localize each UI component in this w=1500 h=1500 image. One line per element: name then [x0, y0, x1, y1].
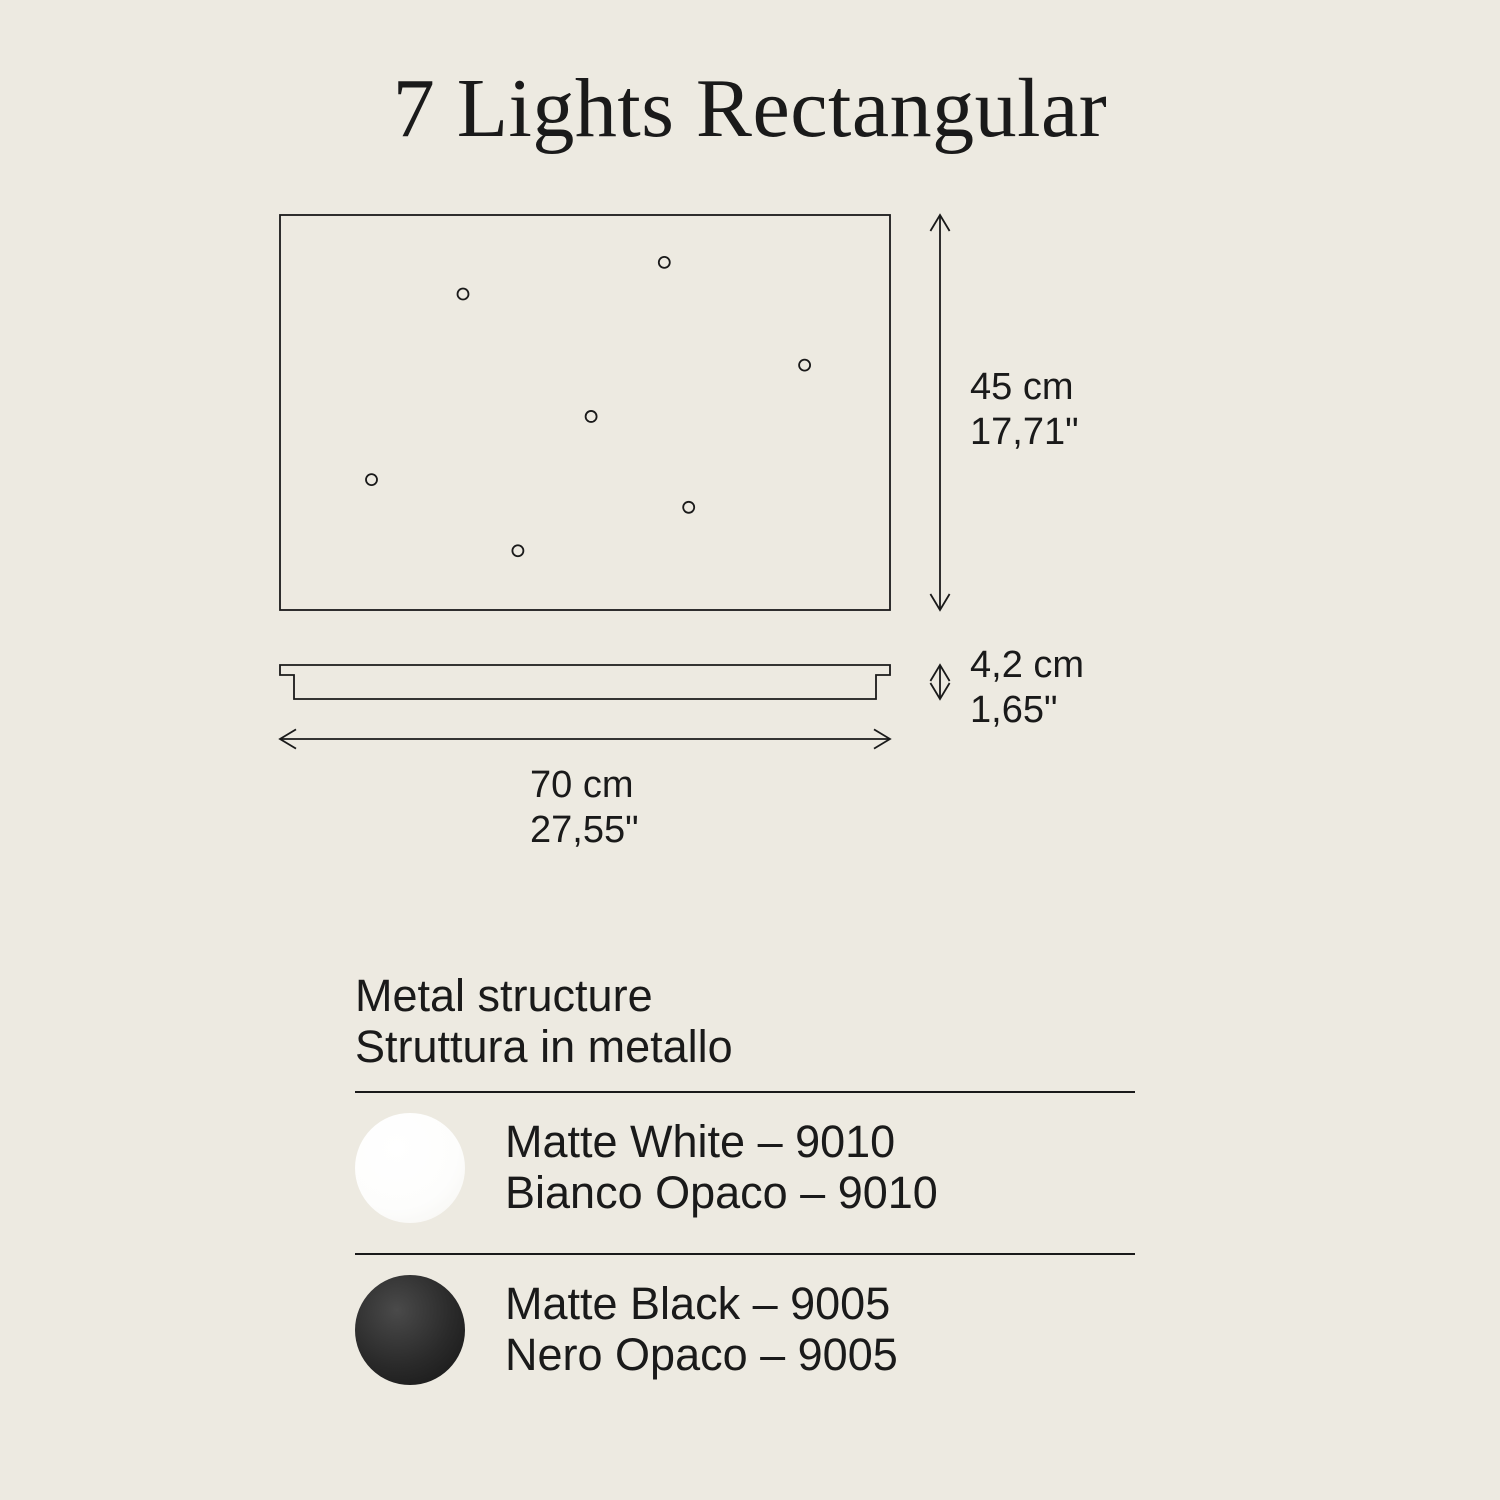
dim-depth-label: 4,2 cm 1,65": [970, 643, 1084, 733]
swatch-row-white: Matte White – 9010 Bianco Opaco – 9010: [355, 1107, 1135, 1235]
swatch-row-black: Matte Black – 9005 Nero Opaco – 9005: [355, 1269, 1135, 1397]
materials-heading: Metal structure Struttura in metallo: [355, 970, 1135, 1073]
dim-height-in: 17,71": [970, 411, 1079, 453]
dim-height-label: 45 cm 17,71": [970, 365, 1079, 455]
materials-section: Metal structure Struttura in metallo Mat…: [355, 970, 1135, 1397]
swatch-black-it: Nero Opaco – 9005: [505, 1329, 898, 1380]
materials-heading-it: Struttura in metallo: [355, 1021, 733, 1072]
dim-height-cm: 45 cm: [970, 366, 1073, 408]
page-root: 7 Lights Rectangular 45 cm 17,71" 4,2 cm…: [0, 0, 1500, 1500]
divider: [355, 1253, 1135, 1255]
swatch-black-labels: Matte Black – 9005 Nero Opaco – 9005: [505, 1279, 898, 1380]
swatch-black-icon: [355, 1275, 465, 1385]
dim-depth-in: 1,65": [970, 689, 1057, 731]
swatch-white-it: Bianco Opaco – 9010: [505, 1167, 938, 1218]
swatch-white-labels: Matte White – 9010 Bianco Opaco – 9010: [505, 1117, 938, 1218]
dim-width-in: 27,55": [530, 809, 639, 851]
technical-diagram: 45 cm 17,71" 4,2 cm 1,65" 70 cm 27,55": [280, 215, 1240, 775]
dim-depth-cm: 4,2 cm: [970, 644, 1084, 686]
diagram-svg: [280, 215, 1240, 875]
dim-width-cm: 70 cm: [530, 764, 633, 806]
swatch-black-en: Matte Black – 9005: [505, 1278, 890, 1329]
swatch-white-icon: [355, 1113, 465, 1223]
swatch-white-en: Matte White – 9010: [505, 1116, 895, 1167]
materials-heading-en: Metal structure: [355, 970, 653, 1021]
dim-width-label: 70 cm 27,55": [530, 763, 639, 853]
divider: [355, 1091, 1135, 1093]
page-title: 7 Lights Rectangular: [0, 60, 1500, 157]
